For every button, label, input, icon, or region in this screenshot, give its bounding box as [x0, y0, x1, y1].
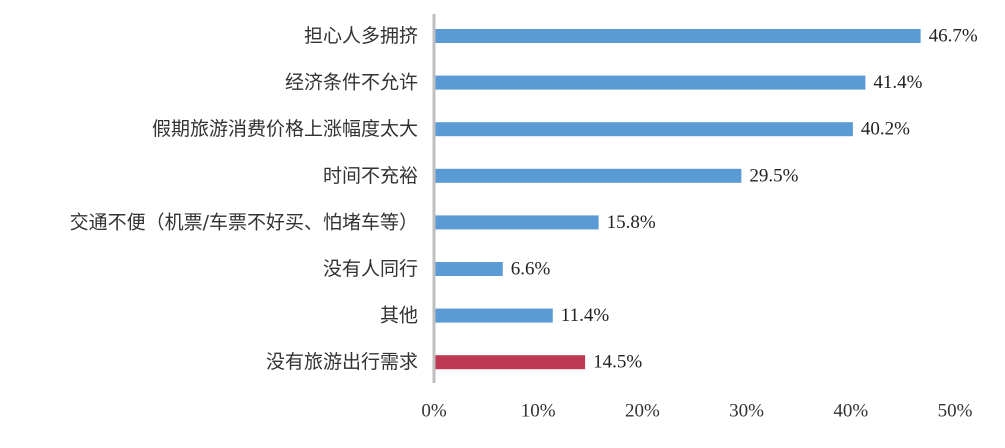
category-label: 其他	[380, 305, 418, 327]
bar	[434, 29, 921, 43]
bar	[434, 355, 586, 370]
category-label: 交通不便（机票/车票不好买、怕堵车等）	[70, 211, 418, 233]
bar	[434, 122, 853, 137]
bar	[434, 308, 553, 323]
data-label: 6.6%	[511, 259, 551, 280]
category-labels: 担心人多拥挤经济条件不允许假期旅游消费价格上涨幅度太大时间不充裕交通不便（机票/…	[70, 25, 418, 373]
data-label: 11.4%	[561, 305, 610, 326]
category-label: 经济条件不允许	[285, 72, 418, 94]
value-labels: 46.7% 41.4% 40.2% 29.5% 15.8% 6.6% 11.4% 14.5%	[511, 26, 978, 373]
category-label: 没有人同行	[323, 258, 418, 280]
x-tick-label: 10%	[521, 401, 556, 422]
data-label: 15.8%	[607, 212, 656, 233]
x-tick-label: 30%	[729, 401, 764, 422]
x-tick-label: 40%	[833, 401, 868, 422]
data-label: 29.5%	[749, 165, 798, 186]
x-axis-ticks: 0% 10% 20% 30% 40% 50%	[421, 401, 972, 422]
category-label: 时间不充裕	[323, 165, 418, 187]
bar	[434, 75, 866, 90]
bar	[434, 262, 503, 276]
bar	[434, 168, 742, 183]
data-label: 41.4%	[873, 72, 922, 93]
x-tick-label: 50%	[938, 401, 973, 422]
data-label: 14.5%	[593, 352, 642, 373]
x-tick-label: 0%	[421, 401, 447, 422]
bar	[434, 215, 599, 230]
category-label: 假期旅游消费价格上涨幅度太大	[152, 118, 418, 140]
x-tick-label: 20%	[625, 401, 660, 422]
data-label: 46.7%	[929, 26, 978, 47]
category-label: 担心人多拥挤	[304, 25, 418, 47]
category-label: 没有旅游出行需求	[266, 351, 418, 373]
data-label: 40.2%	[861, 119, 910, 140]
bars-group	[434, 29, 921, 370]
